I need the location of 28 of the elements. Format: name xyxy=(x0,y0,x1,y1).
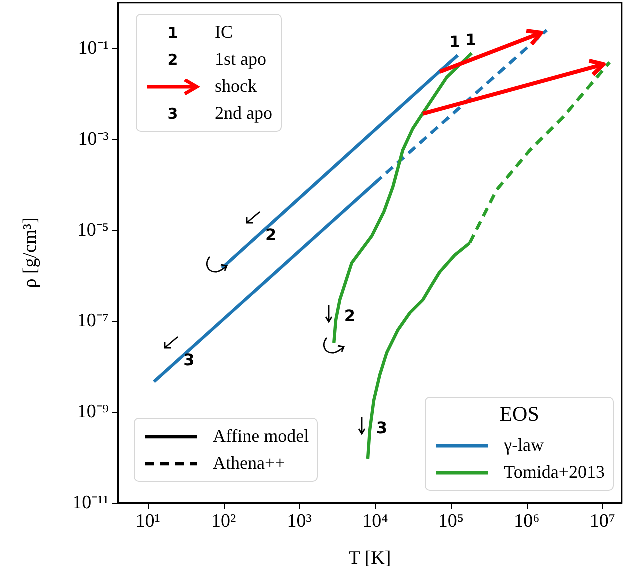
annotation: 1 xyxy=(465,30,476,50)
legend-title: EOS xyxy=(498,402,540,428)
annotation: 3 xyxy=(376,418,388,438)
legend-label: Tomida+2013 xyxy=(504,462,605,483)
x-tick-label: 10² xyxy=(212,511,237,532)
x-tick-label: 10⁵ xyxy=(438,511,464,532)
annotation: Athena++ xyxy=(213,453,286,474)
x-tick-label: 10¹ xyxy=(136,511,161,532)
y-tick-label: 10⁻¹¹ xyxy=(72,492,110,514)
y-axis-title: ρ [g/cm³] xyxy=(20,218,41,288)
y-tick-label: 10⁻⁷ xyxy=(77,310,109,332)
x-tick-label: 10³ xyxy=(287,511,312,532)
y-tick-label: 10⁻⁵ xyxy=(77,220,109,241)
legend-label: γ-law xyxy=(504,435,544,456)
annotation: 2 xyxy=(344,306,356,326)
legend-panel: 1 IC 2 1st apo shock 3 2nd apo xyxy=(136,14,282,132)
x-tick-label: 10⁶ xyxy=(514,511,540,532)
x-axis-title: T [K] xyxy=(348,548,392,569)
x-tick-label: 10⁴ xyxy=(362,511,389,532)
y-tick-label: 10⁻³ xyxy=(78,128,110,150)
x-tick-label: 10⁷ xyxy=(590,511,616,532)
annotation: Affine model xyxy=(213,426,310,447)
annotation: 2 xyxy=(266,226,277,245)
annotation: 1 xyxy=(449,32,461,52)
annotation: 3 xyxy=(184,350,195,370)
y-tick-label: 10⁻⁹ xyxy=(77,402,110,423)
y-tick-label: 10⁻¹ xyxy=(78,38,110,59)
annotation: shock xyxy=(215,76,257,97)
